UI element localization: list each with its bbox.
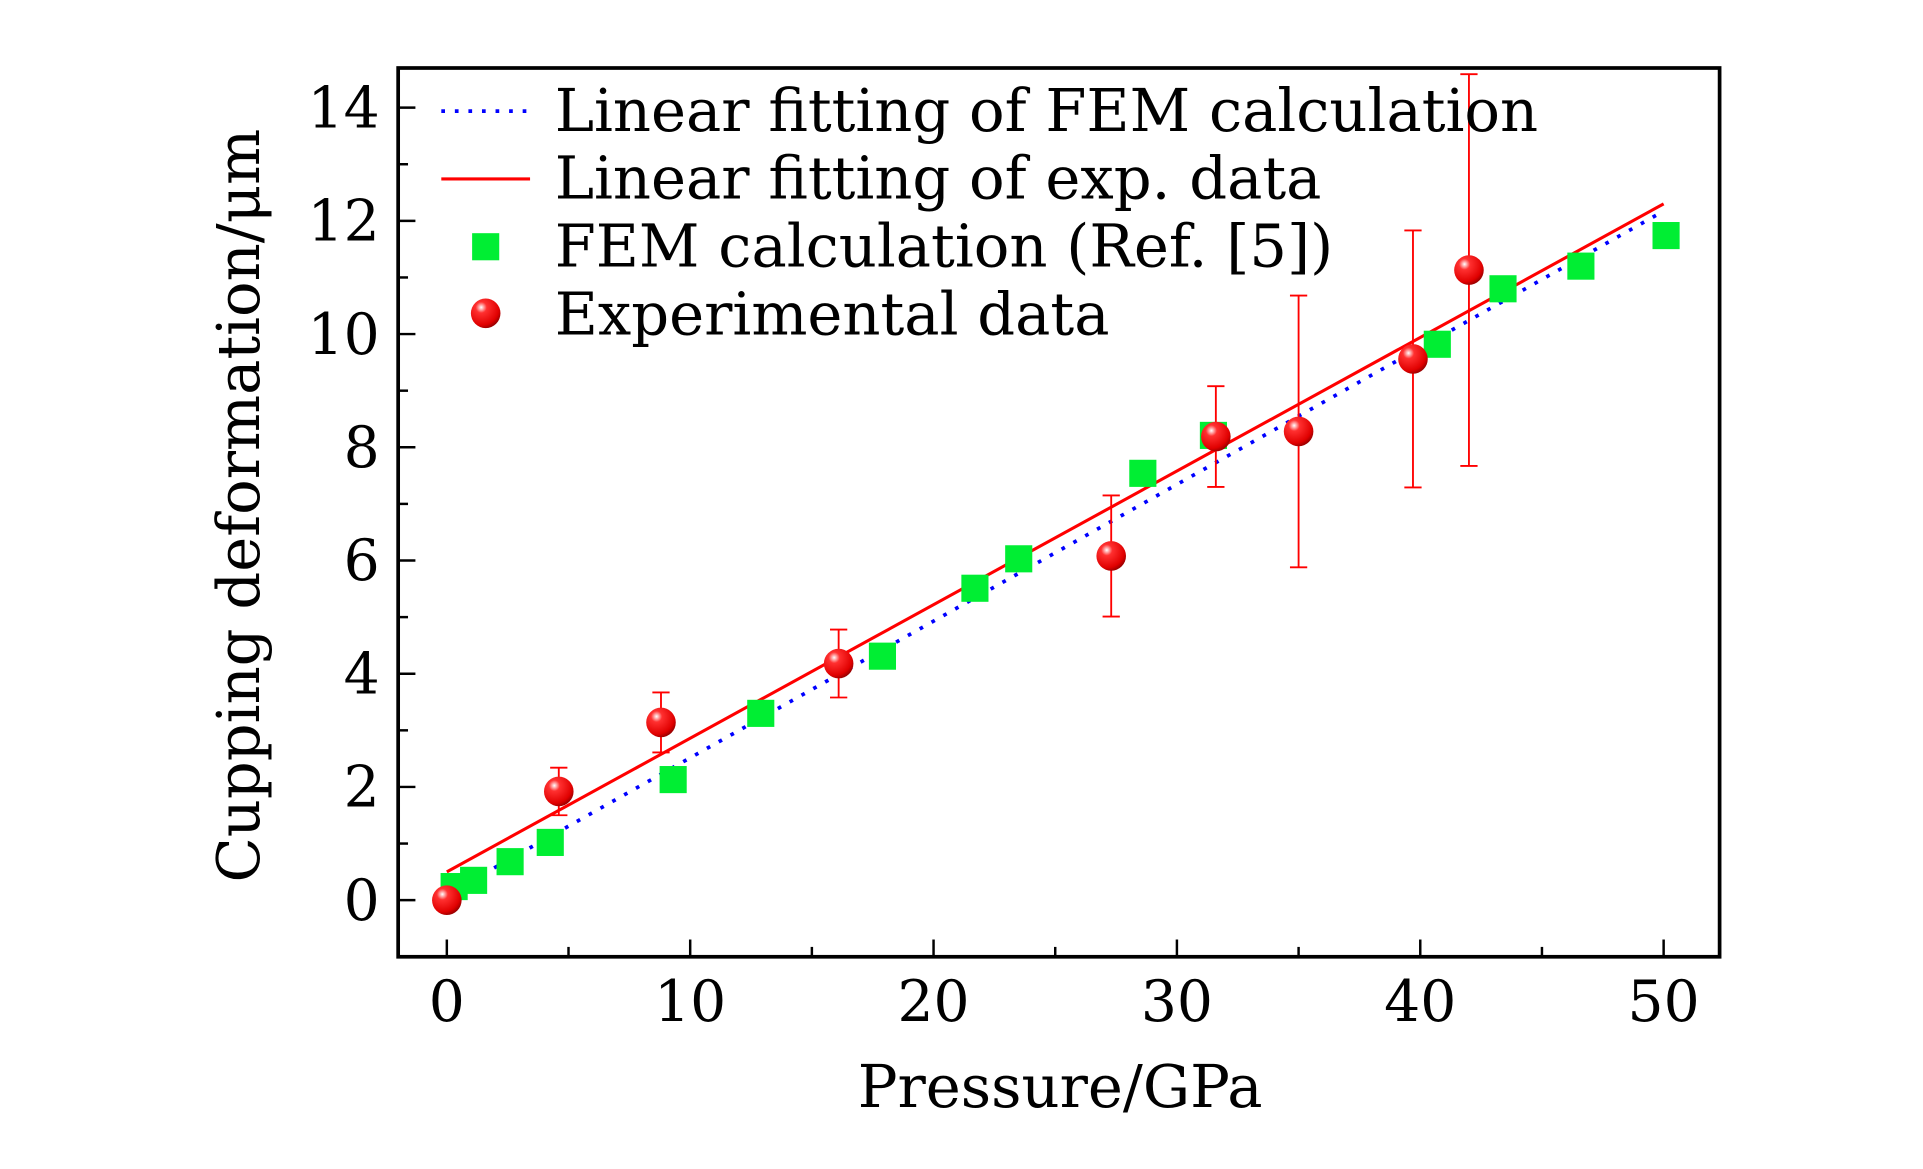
legend-label-exp: Experimental data bbox=[555, 279, 1110, 348]
x-tick-label: 30 bbox=[1141, 969, 1213, 1035]
legend-label-exp-fit: Linear fitting of exp. data bbox=[555, 144, 1322, 213]
plot-area bbox=[432, 73, 1680, 915]
y-tick-label: 0 bbox=[344, 868, 380, 934]
y-tick-label: 4 bbox=[344, 641, 380, 707]
legend-label-fem-fit: Linear fitting of FEM calculation bbox=[555, 76, 1538, 145]
exp-point bbox=[1454, 255, 1484, 285]
exp-point bbox=[646, 707, 676, 738]
fem-point bbox=[1423, 330, 1451, 358]
fem-point bbox=[496, 848, 524, 876]
legend-swatch-exp bbox=[470, 298, 501, 329]
fem-point bbox=[868, 642, 897, 670]
exp-point bbox=[823, 648, 854, 679]
fem-point bbox=[536, 828, 564, 856]
y-tick-label: 8 bbox=[344, 415, 380, 481]
fem-point bbox=[460, 866, 488, 894]
exp-point bbox=[1201, 421, 1231, 452]
exp-fit-line bbox=[446, 202, 1665, 874]
fem-point bbox=[961, 574, 989, 602]
fem-point bbox=[1567, 252, 1595, 280]
y-tick-label: 14 bbox=[308, 75, 380, 141]
fem-point bbox=[1005, 545, 1033, 573]
exp-point bbox=[1283, 416, 1314, 447]
fem-point bbox=[1652, 222, 1680, 250]
fem-point bbox=[659, 766, 687, 794]
x-tick-label: 40 bbox=[1384, 969, 1456, 1035]
x-axis-label: Pressure/GPa bbox=[858, 1052, 1263, 1121]
exp-point bbox=[432, 885, 462, 915]
exp-point bbox=[1096, 541, 1126, 571]
exp-point bbox=[543, 776, 574, 807]
y-tick-label: 2 bbox=[344, 755, 380, 821]
y-tick-label: 6 bbox=[344, 528, 380, 594]
fem-fit-line bbox=[445, 213, 1658, 897]
fem-point bbox=[747, 699, 775, 727]
axes-frame bbox=[396, 66, 1722, 959]
legend-swatch-fem bbox=[472, 233, 500, 261]
y-tick-label: 10 bbox=[308, 302, 380, 368]
legend: Linear fitting of FEM calculation Linear… bbox=[441, 76, 1538, 348]
legend-label-fem: FEM calculation (Ref. [5]) bbox=[555, 211, 1333, 280]
x-tick-label: 50 bbox=[1628, 969, 1700, 1035]
y-tick-label: 12 bbox=[308, 189, 380, 255]
x-tick-label: 20 bbox=[897, 969, 969, 1035]
fem-point bbox=[1129, 459, 1157, 487]
x-tick-label: 0 bbox=[429, 969, 465, 1035]
fem-point bbox=[1489, 275, 1517, 303]
x-tick-label: 10 bbox=[654, 969, 726, 1035]
exp-point bbox=[1398, 344, 1428, 374]
ticks: 0 10 20 30 40 50 0 2 4 6 8 10 12 14 bbox=[308, 75, 1700, 1035]
y-axis-label: Cupping deformation/μm bbox=[204, 129, 273, 883]
